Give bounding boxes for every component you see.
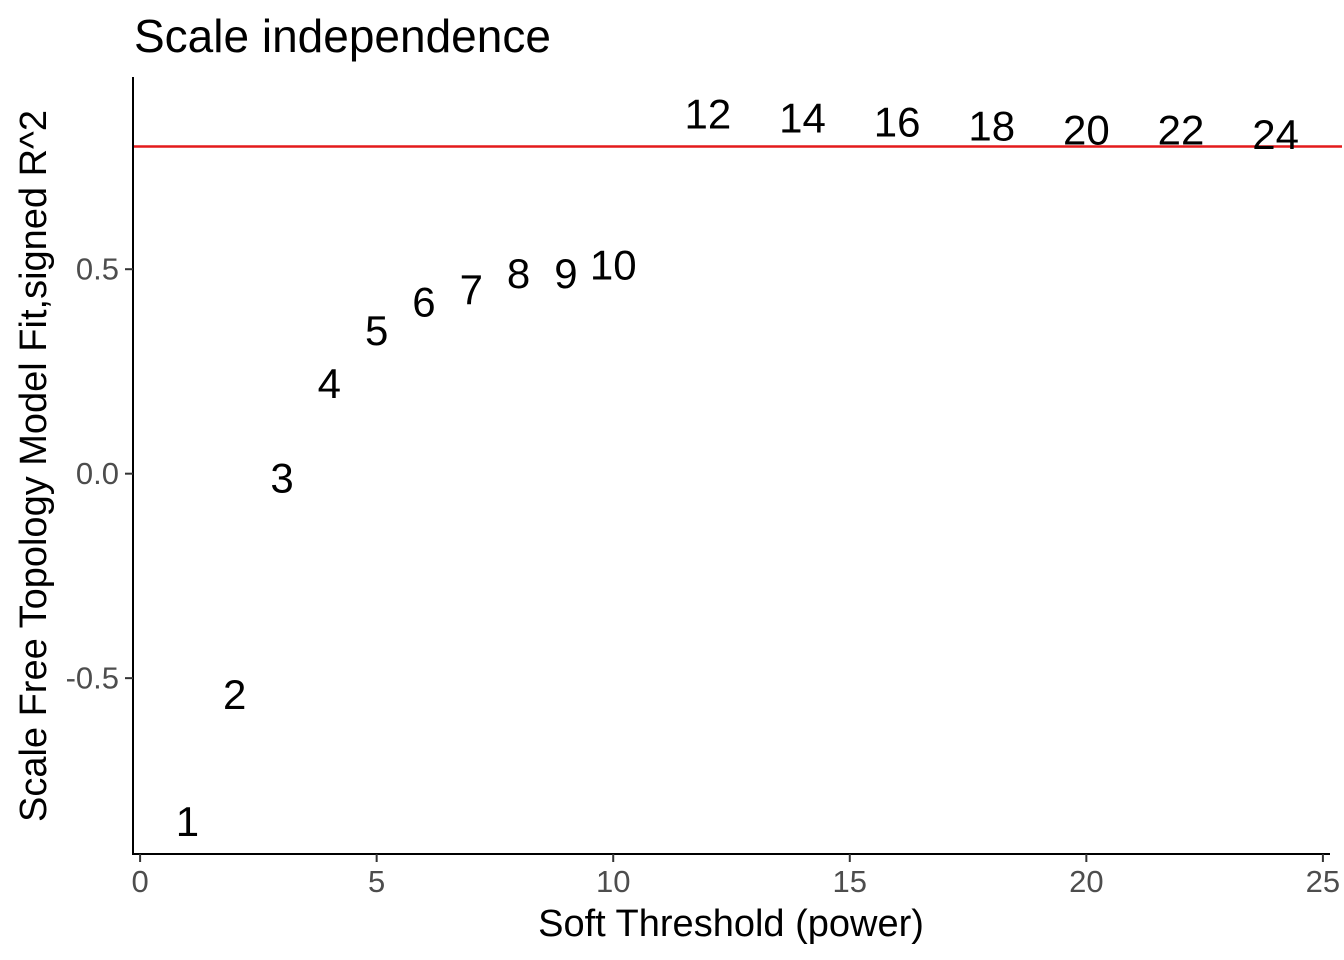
point-label-2: 2 [223,671,246,718]
point-label-7: 7 [460,266,483,313]
y-tick-label: -0.5 [66,661,119,696]
point-label-5: 5 [365,307,388,354]
point-label-18: 18 [968,103,1015,150]
point-label-24: 24 [1252,111,1299,158]
y-axis-ticks: -0.5 0.0 0.5 [66,252,133,696]
point-label-1: 1 [176,798,199,845]
x-tick-label: 5 [368,864,385,899]
point-label-10: 10 [590,242,637,289]
point-label-16: 16 [874,98,921,145]
point-label-14: 14 [779,94,826,141]
x-axis-title: Soft Threshold (power) [538,903,924,945]
x-axis-ticks: 0 5 10 15 20 25 [131,854,1340,899]
point-label-4: 4 [318,360,341,407]
chart-title: Scale independence [134,10,551,62]
point-label-20: 20 [1063,107,1110,154]
point-label-8: 8 [507,250,530,297]
point-label-3: 3 [270,454,293,501]
x-tick-label: 20 [1069,864,1103,899]
point-label-6: 6 [412,278,435,325]
point-label-22: 22 [1158,107,1205,154]
x-tick-label: 0 [131,864,148,899]
y-tick-label: 0.0 [76,456,119,491]
x-tick-label: 10 [596,864,630,899]
y-axis-title: Scale Free Topology Model Fit,signed R^2 [13,110,55,822]
x-tick-label: 15 [833,864,867,899]
y-tick-label: 0.5 [76,252,119,287]
point-label-12: 12 [684,90,731,137]
point-label-9: 9 [554,250,577,297]
x-tick-label: 25 [1306,864,1340,899]
